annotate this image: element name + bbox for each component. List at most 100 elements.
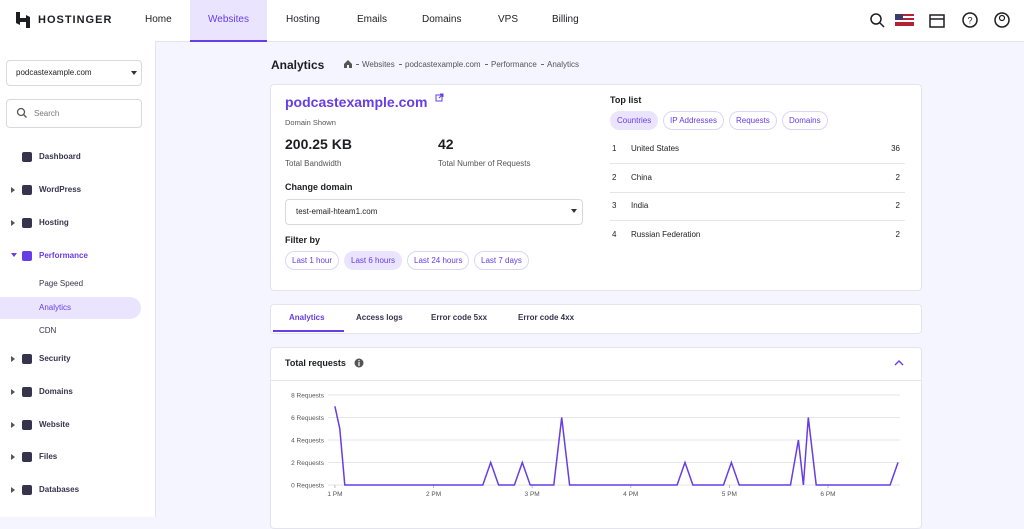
- breadcrumb-separator: [356, 64, 359, 65]
- menu-chevron: [11, 487, 15, 493]
- tabs-card: [270, 304, 922, 334]
- menu-icon: [22, 251, 32, 261]
- menu-item[interactable]: Hosting: [39, 218, 69, 227]
- y-tick-label: 6 Requests: [291, 415, 325, 422]
- search-box[interactable]: [6, 99, 142, 128]
- tab[interactable]: Error code 5xx: [431, 313, 488, 322]
- menu-chevron: [11, 389, 15, 395]
- breadcrumb-item[interactable]: podcastexample.com: [405, 60, 481, 69]
- submenu-item[interactable]: Analytics: [39, 303, 72, 312]
- y-tick-label: 2 Requests: [291, 460, 325, 467]
- nav-item[interactable]: Domains: [422, 14, 462, 25]
- menu-item[interactable]: Files: [39, 452, 58, 461]
- domain-link[interactable]: podcastexample.com: [285, 94, 428, 110]
- submenu-item[interactable]: Page Speed: [39, 279, 84, 288]
- filter-chip[interactable]: Last 7 days: [474, 251, 529, 270]
- x-tick-label: 2 PM: [426, 491, 441, 498]
- breadcrumb-item[interactable]: Websites: [362, 60, 395, 69]
- section-label: Change domain: [285, 182, 353, 192]
- menu-item[interactable]: Website: [39, 420, 70, 429]
- menu-icon: [22, 185, 32, 195]
- header: [0, 0, 1024, 42]
- filter-chip[interactable]: Last 24 hours: [407, 251, 470, 270]
- menu-chevron: [11, 422, 15, 428]
- top-list-tab[interactable]: Domains: [782, 111, 828, 130]
- x-tick-label: 5 PM: [722, 491, 737, 498]
- nav-item[interactable]: Websites: [208, 14, 249, 25]
- menu-icon: [22, 218, 32, 228]
- section-label: Filter by: [285, 235, 321, 245]
- x-tick-label: 1 PM: [327, 491, 342, 498]
- y-tick-label: 8 Requests: [291, 393, 325, 400]
- home-icon[interactable]: [343, 59, 353, 69]
- tab[interactable]: Analytics: [289, 313, 325, 322]
- filter-chip[interactable]: Last 1 hour: [285, 251, 340, 270]
- nav-item[interactable]: Emails: [357, 14, 388, 25]
- select-arrow: [131, 71, 137, 75]
- search-icon: [16, 107, 27, 118]
- menu-item[interactable]: Domains: [39, 387, 73, 396]
- row-country: China: [631, 172, 652, 182]
- menu-chevron: [11, 253, 17, 257]
- top-list-tab[interactable]: Requests: [729, 111, 777, 130]
- sidebar: [0, 41, 156, 517]
- data-line: [334, 406, 899, 486]
- stat-label: Total Number of Requests: [438, 159, 531, 168]
- menu-icon: [22, 452, 32, 462]
- svg-text:?: ?: [967, 16, 972, 26]
- menu-icon: [22, 387, 32, 397]
- logo[interactable]: HOSTINGER: [38, 14, 113, 26]
- menu-item[interactable]: Databases: [39, 485, 80, 494]
- x-tick-label: 3 PM: [525, 491, 540, 498]
- header-icons[interactable]: ?: [868, 11, 1018, 31]
- tab[interactable]: Error code 4xx: [518, 313, 575, 322]
- nav-item[interactable]: Hosting: [286, 14, 320, 25]
- y-tick-label: 4 Requests: [291, 438, 325, 445]
- menu-icon: [22, 485, 32, 495]
- x-tick-label: 4 PM: [623, 491, 638, 498]
- submenu-item[interactable]: CDN: [39, 326, 57, 335]
- tab[interactable]: Access logs: [356, 313, 403, 322]
- row-rank: 1: [612, 144, 617, 153]
- row-country: India: [631, 201, 649, 210]
- menu-item[interactable]: Security: [39, 354, 71, 363]
- filter-chip[interactable]: Last 6 hours: [344, 251, 403, 270]
- row-count: 2: [895, 229, 900, 239]
- nav-item[interactable]: Billing: [552, 14, 579, 25]
- nav-item[interactable]: VPS: [498, 14, 519, 25]
- row-count: 2: [895, 201, 900, 210]
- external-link-icon[interactable]: [435, 93, 444, 102]
- menu-item[interactable]: Dashboard: [39, 152, 81, 161]
- top-list-title: Top list: [610, 95, 642, 105]
- chart-card-divider: [271, 380, 921, 381]
- top-list-tab[interactable]: IP Addresses: [663, 111, 724, 130]
- domain-dropdown[interactable]: [285, 199, 583, 225]
- active-tab-underline: [273, 330, 344, 332]
- breadcrumb-separator: [485, 64, 488, 65]
- row-country: Russian Federation: [631, 229, 701, 239]
- menu-item[interactable]: WordPress: [39, 185, 82, 194]
- logo-icon: [16, 12, 30, 28]
- breadcrumb-separator: [399, 64, 402, 65]
- collapse-icon[interactable]: [894, 359, 904, 367]
- stat-value: 42: [438, 136, 454, 152]
- row-divider: [610, 163, 905, 164]
- info-icon[interactable]: [354, 358, 364, 368]
- menu-icon: [22, 420, 32, 430]
- top-list-tab[interactable]: Countries: [610, 111, 659, 130]
- active-menu-bg: [0, 297, 141, 319]
- page-title: Analytics: [271, 58, 325, 72]
- row-country: United States: [631, 144, 680, 153]
- stat-value: 200.25 KB: [285, 136, 352, 152]
- row-divider: [610, 220, 905, 221]
- dropdown-text: test-email-hteam1.com: [296, 207, 378, 216]
- domain-select[interactable]: [6, 60, 142, 86]
- breadcrumb-separator: [541, 64, 544, 65]
- menu-chevron: [11, 220, 15, 226]
- menu-item[interactable]: Performance: [39, 251, 88, 260]
- breadcrumb-item[interactable]: Performance: [491, 60, 537, 69]
- menu-icon: [22, 354, 32, 364]
- row-rank: 3: [612, 201, 617, 210]
- nav-item[interactable]: Home: [145, 14, 172, 25]
